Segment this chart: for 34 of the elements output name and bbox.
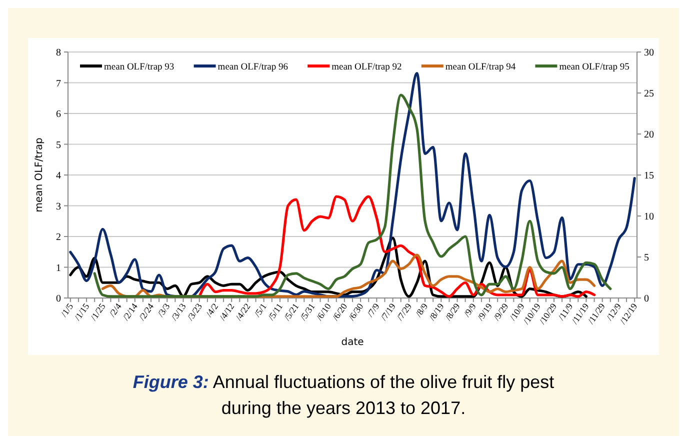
x-axis-title: date: [341, 337, 364, 348]
y-tick-label: 7: [56, 78, 61, 90]
x-tick-label: /1/5: [58, 301, 76, 319]
x-tick-label: /8/9: [413, 301, 430, 319]
y2-tick-label: 0: [644, 294, 649, 304]
x-tick-label: /4/2: [204, 301, 220, 319]
y2-tick-label: 10: [644, 212, 654, 222]
y-tick-label: 4: [56, 170, 61, 182]
y-tick-label: 8: [56, 48, 61, 58]
y-tick-label: 5: [56, 140, 61, 151]
x-tick-label: /2/4: [107, 301, 124, 319]
y-tick-label: 2: [56, 232, 61, 243]
line-series: [93, 94, 612, 298]
y2-tick-label: 5: [644, 252, 649, 264]
text: Figure 3: Annual fluctuations of the olive fruit fly pest during the years 2013 to 2017.: [132, 372, 554, 418]
legend-label: mean OLF/trap 94: [445, 62, 516, 72]
x-tick-label: /5/1: [252, 301, 268, 319]
y-tick-label: 0: [56, 294, 61, 304]
y2-tick-label: 20: [644, 130, 654, 140]
y-tick-label: 1: [56, 262, 61, 274]
x-tick-label: /3/3: [156, 301, 172, 319]
x-tick-label: /7/9: [365, 301, 382, 319]
legend-label: mean OLF/trap 92: [332, 62, 402, 72]
y2-tick-label: 30: [644, 48, 654, 58]
line-series: [198, 195, 596, 298]
y-tick-label: 3: [56, 201, 61, 212]
legend-label: mean OLF/trap 93: [104, 62, 174, 72]
y-tick-label: 6: [56, 109, 61, 120]
y2-tick-label: 25: [644, 88, 654, 100]
x-tick-label: /9/9: [462, 301, 478, 319]
y2-tick-label: 15: [644, 170, 654, 182]
y-axis-title: mean OLF/trap: [34, 138, 45, 212]
legend-label: mean OLF/trap 96: [218, 62, 288, 72]
legend-label: mean OLF/trap 95: [559, 62, 630, 72]
